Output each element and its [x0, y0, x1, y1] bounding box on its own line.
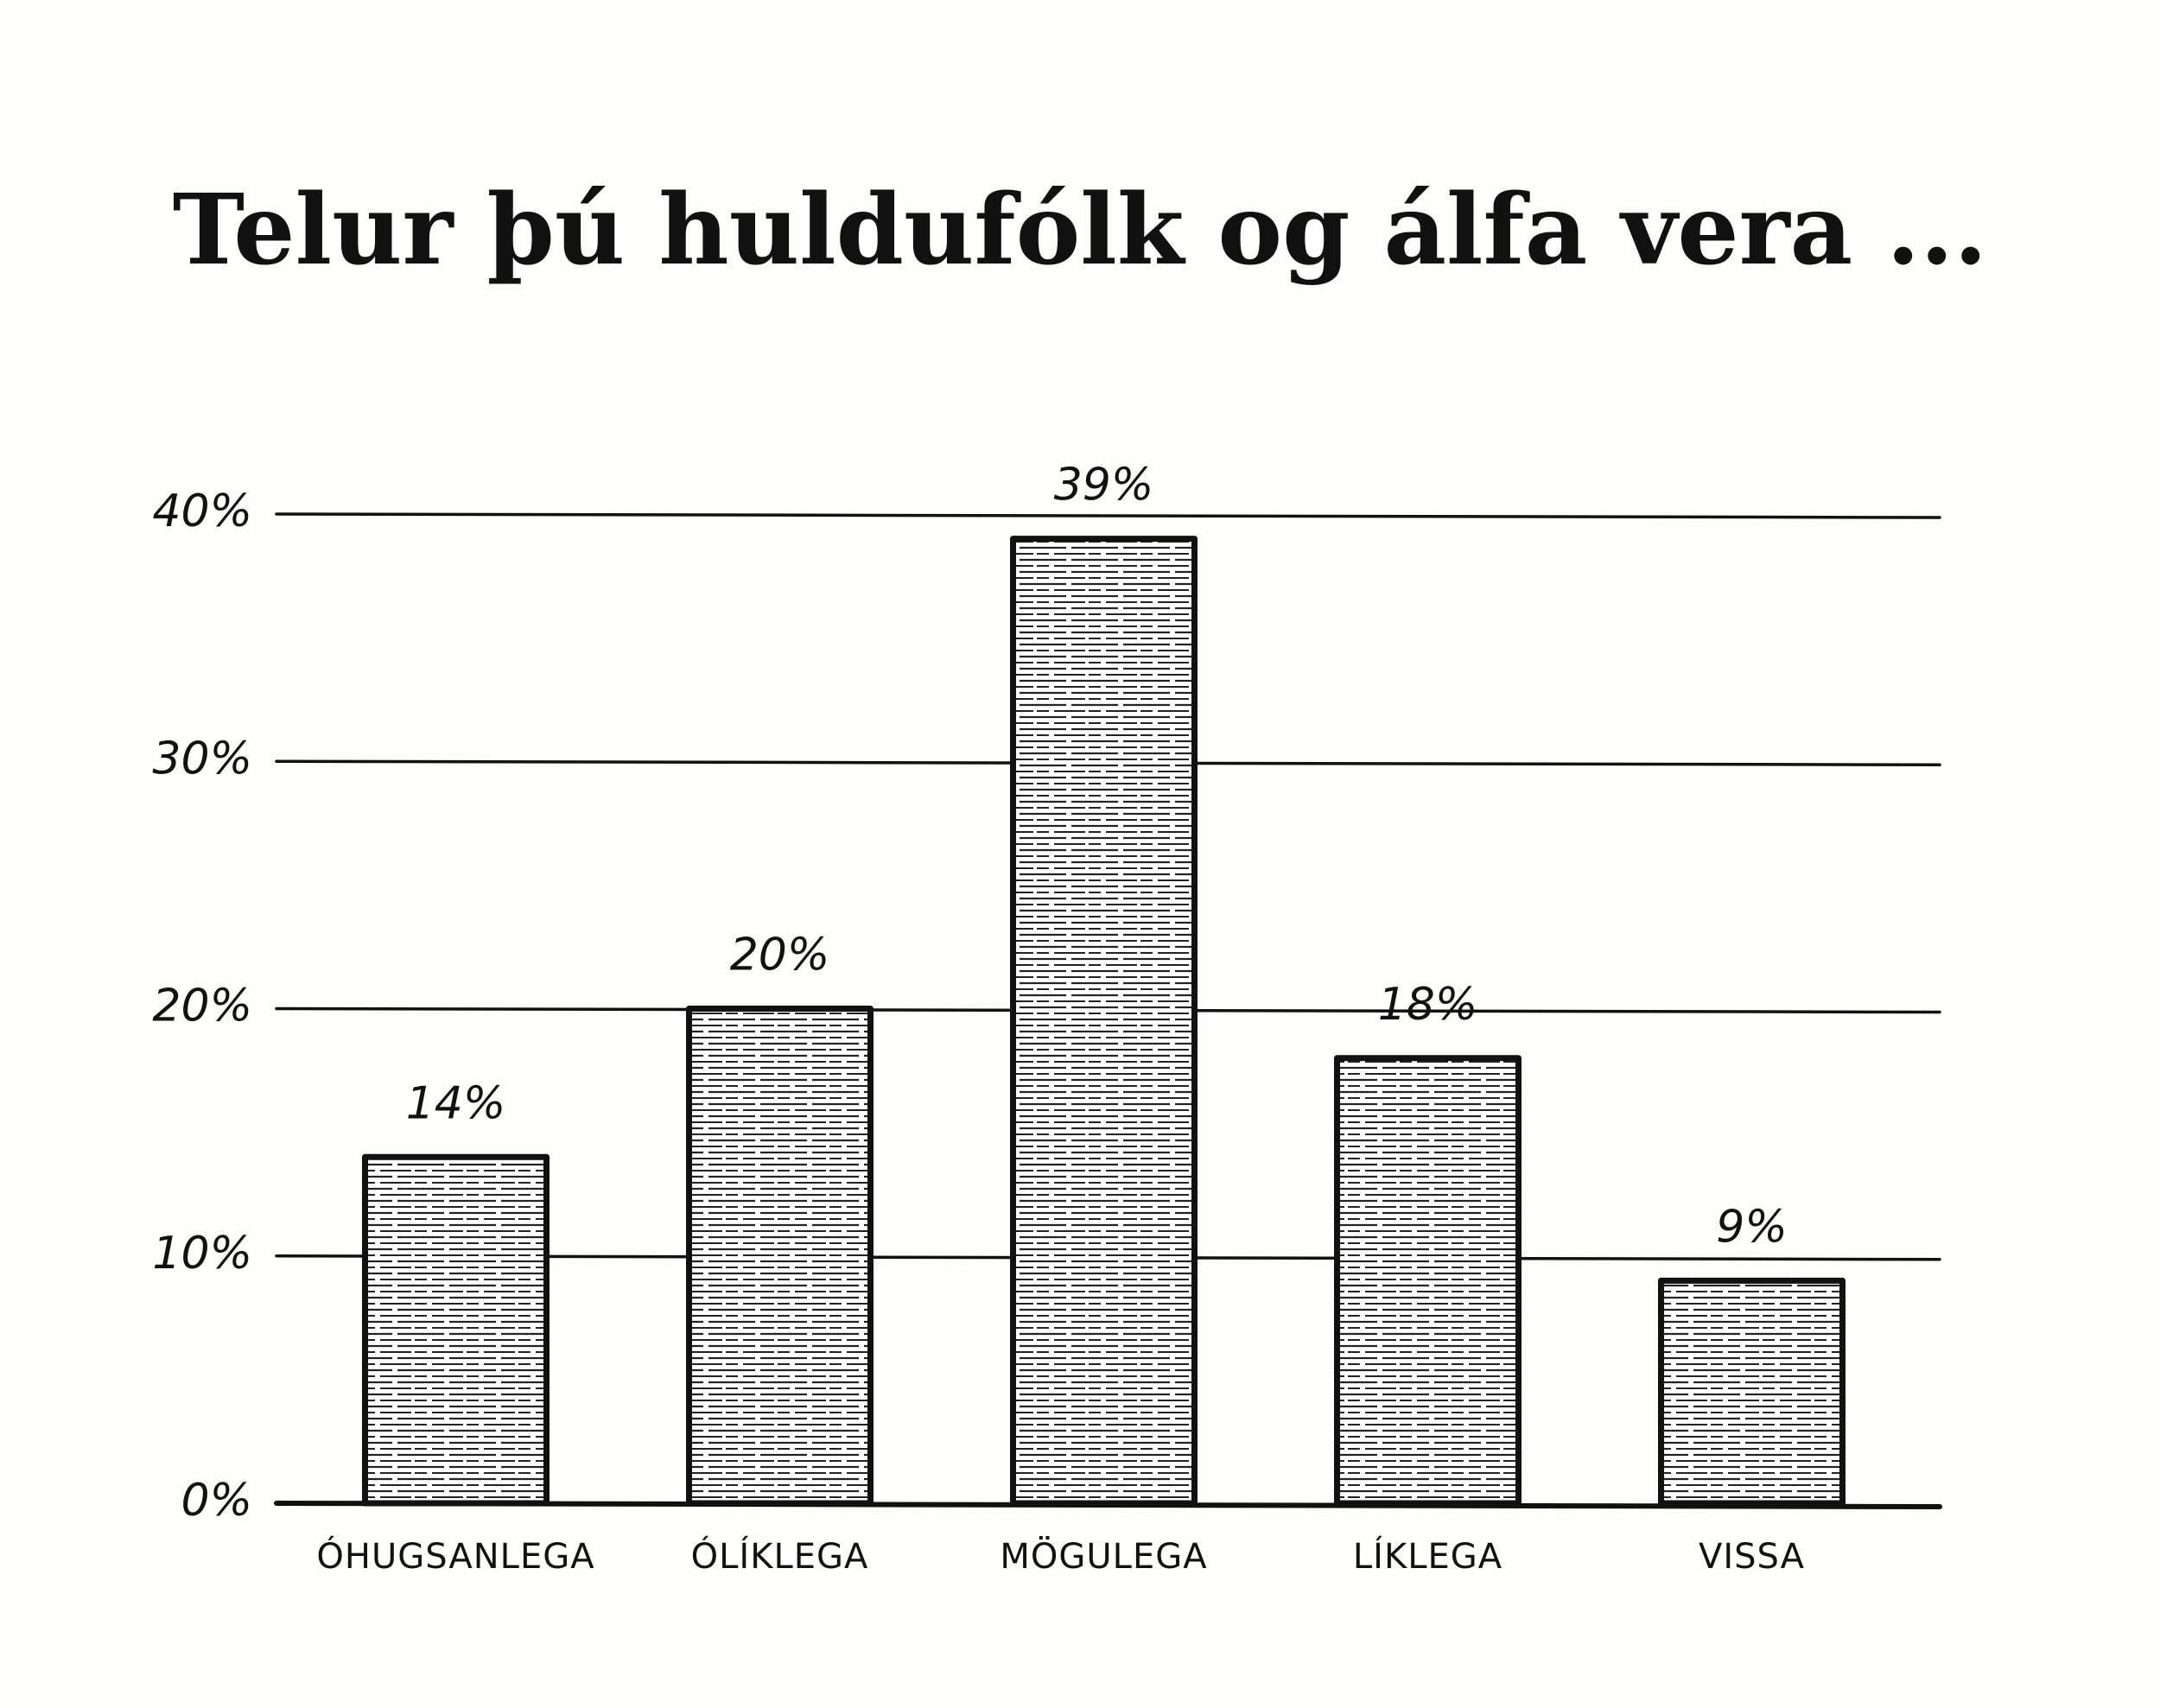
- bars: [362, 536, 1846, 1507]
- data-labels: 14% 20% 39% 18% 9%: [406, 460, 1788, 1254]
- category-label: VISSA: [1699, 1537, 1805, 1577]
- bar-5: [1658, 1277, 1846, 1507]
- y-tick-label: 30%: [152, 733, 252, 784]
- y-axis-tick-labels: 0% 10% 20% 30% 40%: [152, 486, 252, 1527]
- data-label: 14%: [406, 1077, 506, 1129]
- category-labels: ÓHUGSANLEGA ÓLÍKLEGA MÖGULEGA LÍKLEGA VISSA: [316, 1535, 1805, 1577]
- bar-2: [686, 1006, 874, 1507]
- category-label: MÖGULEGA: [1000, 1535, 1207, 1577]
- data-label: 9%: [1716, 1201, 1788, 1253]
- data-label: 39%: [1054, 460, 1154, 511]
- bar-4: [1334, 1055, 1522, 1507]
- category-label: ÓLÍKLEGA: [691, 1535, 869, 1577]
- y-tick-label: 0%: [181, 1475, 253, 1527]
- category-label: LÍKLEGA: [1353, 1535, 1502, 1577]
- y-tick-label: 20%: [152, 981, 252, 1032]
- y-tick-label: 10%: [152, 1228, 252, 1279]
- chart-title: Telur þú huldufólk og álfa vera ...: [173, 174, 1987, 287]
- category-label: ÓHUGSANLEGA: [316, 1535, 594, 1577]
- grid-line: [275, 512, 1941, 519]
- bar-3: [1010, 536, 1198, 1507]
- y-tick-label: 40%: [152, 486, 252, 537]
- data-label: 18%: [1378, 979, 1478, 1031]
- bar-1: [362, 1153, 550, 1507]
- data-label: 20%: [730, 930, 830, 981]
